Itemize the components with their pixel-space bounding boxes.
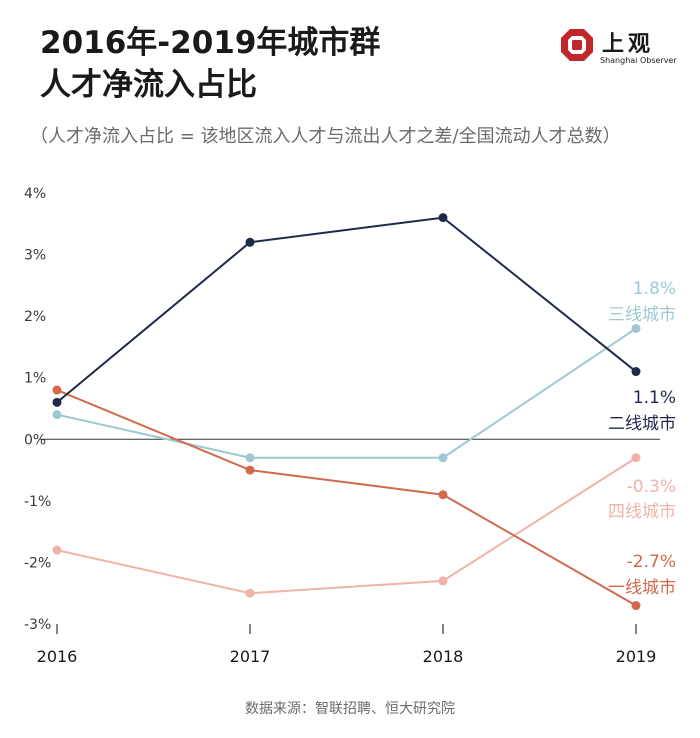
series-line bbox=[56, 456, 637, 595]
data-point bbox=[438, 213, 448, 223]
x-tick-label: 2016 bbox=[37, 647, 78, 666]
data-point bbox=[438, 453, 448, 463]
data-point bbox=[245, 588, 255, 598]
data-point bbox=[631, 367, 641, 377]
data-point bbox=[631, 323, 641, 333]
data-source: 数据来源：智联招聘、恒大研究院 bbox=[245, 701, 455, 717]
data-point bbox=[438, 576, 448, 586]
shanghai-observer-logo-icon bbox=[561, 29, 593, 61]
y-tick-label: 0% bbox=[24, 432, 46, 448]
y-tick-label: -3% bbox=[24, 617, 51, 633]
logo-name: 上观 bbox=[602, 32, 655, 57]
y-tick-label: 2% bbox=[24, 309, 46, 325]
data-point bbox=[245, 237, 255, 247]
chart-title-line-2: 人才净流入占比 bbox=[40, 67, 257, 103]
y-tick-label: -2% bbox=[24, 555, 51, 571]
data-point bbox=[245, 453, 255, 463]
data-point bbox=[52, 545, 62, 555]
data-point bbox=[245, 465, 255, 475]
series-name-label: 二线城市 bbox=[608, 414, 676, 434]
series-name-label: 三线城市 bbox=[608, 305, 676, 325]
y-tick-label: 1% bbox=[24, 371, 46, 387]
series-end-value: -0.3% bbox=[627, 477, 676, 497]
data-point bbox=[631, 453, 641, 463]
shanghai-observer-logo: 上观 Shanghai Observer bbox=[560, 26, 690, 68]
series-line bbox=[56, 216, 637, 404]
y-tick-label: -1% bbox=[24, 494, 51, 510]
series-end-value: 1.1% bbox=[633, 388, 676, 408]
series-name-label: 四线城市 bbox=[608, 502, 676, 522]
x-tick-label: 2017 bbox=[230, 647, 271, 666]
logo-english: Shanghai Observer bbox=[600, 56, 677, 65]
data-point bbox=[631, 601, 641, 611]
chart-title-line-1: 2016年-2019年城市群 bbox=[40, 25, 381, 61]
series-end-value: -2.7% bbox=[627, 552, 676, 572]
series-end-value: 1.8% bbox=[633, 279, 676, 299]
x-tick-label: 2019 bbox=[616, 647, 657, 666]
y-tick-label: 4% bbox=[24, 186, 46, 202]
y-tick-label: 3% bbox=[24, 248, 46, 264]
chart-subtitle: （人才净流入占比 = 该地区流入人才与流出人才之差/全国流动人才总数） bbox=[30, 126, 621, 147]
data-point bbox=[52, 385, 62, 395]
series-line bbox=[56, 327, 637, 459]
chart-title: 2016年-2019年城市群 人才净流入占比 bbox=[40, 22, 380, 106]
data-point bbox=[52, 410, 62, 420]
series-line bbox=[56, 389, 637, 607]
x-tick-label: 2018 bbox=[423, 647, 464, 666]
data-point bbox=[52, 397, 62, 407]
series-name-label: 一线城市 bbox=[608, 578, 676, 598]
data-point bbox=[438, 490, 448, 500]
